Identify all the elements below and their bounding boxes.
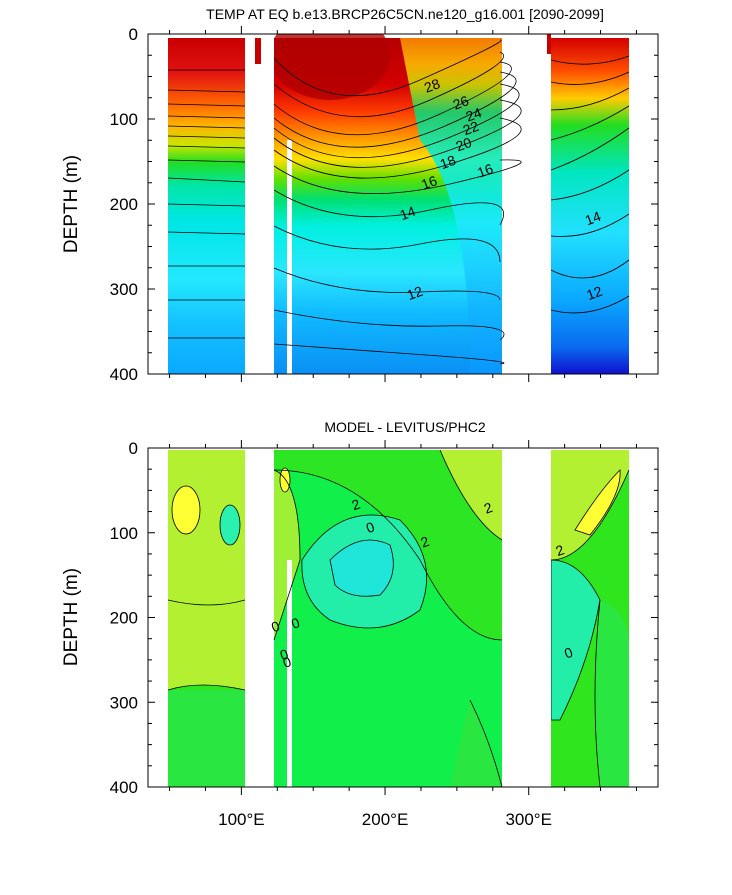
contour-label: 24 <box>464 104 484 124</box>
bottom-field-east-deep <box>450 700 502 787</box>
contour-label: 26 <box>451 92 471 112</box>
y-tick-label: 300 <box>110 693 138 712</box>
bottom-contour-field <box>167 448 630 787</box>
bottom-panel-title: MODEL - LEVITUS/PHC2 <box>324 419 486 435</box>
x-tick-label: 100°E <box>218 810 265 829</box>
contour-label: 16 <box>475 160 495 180</box>
contour-label: 22 <box>461 118 481 138</box>
bottom-atlantic-yellow <box>574 469 621 536</box>
y-tick-label: 100 <box>110 524 138 543</box>
y-tick-label: 400 <box>110 365 138 384</box>
contour-label: 14 <box>583 208 603 228</box>
top-land-gap <box>245 34 255 374</box>
top-contour-field <box>167 34 630 374</box>
y-tick-label: 200 <box>110 609 138 628</box>
top-panel-title: TEMP AT EQ b.e13.BRCP26C5CN.ne120_g16.00… <box>206 6 604 22</box>
x-tick-label: 200°E <box>362 810 409 829</box>
top-land-gap <box>287 140 292 374</box>
top-field-strip <box>547 34 551 54</box>
top-x-ticks <box>169 26 637 382</box>
contour-label: 20 <box>454 134 474 154</box>
y-tick-label: 100 <box>110 110 138 129</box>
bottom-land-gap <box>261 448 274 787</box>
contour-label: 12 <box>405 283 425 303</box>
top-contour-lines <box>167 39 630 365</box>
bottom-field-atlantic-warm <box>551 450 629 560</box>
bottom-field-east-warm <box>440 450 502 540</box>
bottom-y-axis-label: DEPTH (m) <box>61 568 82 666</box>
bottom-land-gap <box>502 448 551 787</box>
bottom-y-ticks: 0 100 200 300 400 <box>110 439 658 797</box>
contour-label: 14 <box>398 203 418 223</box>
top-land-gap <box>502 34 551 374</box>
bottom-cool-inner <box>329 539 394 597</box>
bottom-yellow-blob <box>171 485 201 535</box>
bottom-land-gap <box>245 448 255 787</box>
bottom-atlantic-cool <box>550 559 601 721</box>
top-field-strip <box>255 38 261 64</box>
bottom-contour-lines <box>167 449 630 787</box>
y-tick-label: 0 <box>129 439 138 458</box>
bottom-field-west-pos <box>168 450 245 690</box>
bottom-x-ticks: 100°E 200°E 300°E <box>169 440 637 829</box>
bottom-field-west-deep <box>168 690 245 787</box>
bottom-panel: MODEL - LEVITUS/PHC2 <box>61 419 659 829</box>
bottom-atlantic-deep <box>595 600 629 787</box>
y-tick-label: 400 <box>110 778 138 797</box>
contour-label: 16 <box>419 172 439 192</box>
top-y-axis-label: DEPTH (m) <box>61 155 82 253</box>
bottom-cyan-blob <box>219 504 241 546</box>
bottom-field-pacific-upper <box>274 450 502 640</box>
top-panel: TEMP AT EQ b.e13.BRCP26C5CN.ne120_g16.00… <box>61 6 659 384</box>
top-warm-pool <box>270 34 390 100</box>
top-land-gap <box>261 34 274 374</box>
bottom-land-gap <box>287 560 292 787</box>
top-field-atlantic <box>551 38 629 374</box>
bottom-yellow-spot <box>279 467 291 493</box>
x-tick-label: 300°E <box>505 810 552 829</box>
bottom-field-pacific-warm <box>274 470 300 640</box>
y-tick-label: 0 <box>129 25 138 44</box>
contour-label: 18 <box>438 152 458 172</box>
top-field-east-shoal <box>400 38 502 374</box>
contour-label: 28 <box>422 75 442 95</box>
contour-label: 12 <box>584 283 604 303</box>
y-tick-label: 300 <box>110 280 138 299</box>
top-y-ticks: 0 100 200 300 400 <box>110 25 658 384</box>
y-tick-label: 200 <box>110 195 138 214</box>
